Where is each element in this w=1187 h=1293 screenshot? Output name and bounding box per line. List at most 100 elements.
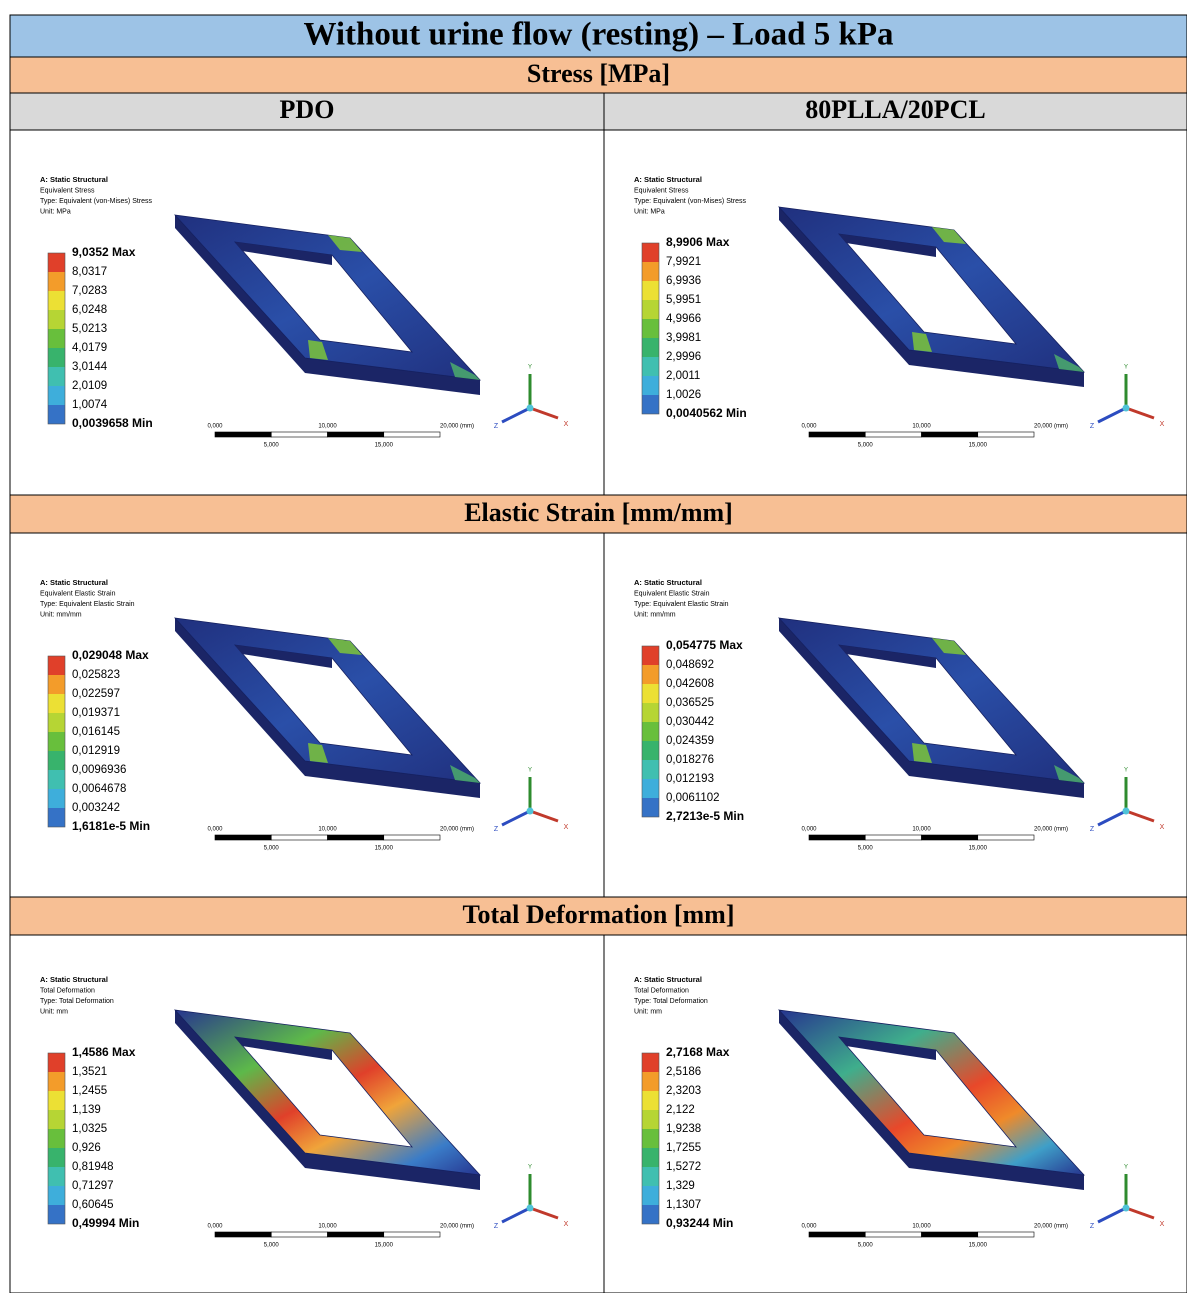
scale-bar-segment	[328, 1232, 384, 1237]
scale-label: 15,000	[375, 846, 394, 852]
legend-label: 2,9996	[666, 351, 701, 363]
scale-label: 20,000 (mm)	[440, 1224, 474, 1230]
scale-bar-segment	[922, 432, 978, 437]
legend-swatch	[642, 741, 659, 760]
scale-label: 0,000	[207, 827, 223, 833]
scale-bar-segment	[328, 835, 384, 840]
section-heading: Stress [MPa]	[527, 59, 670, 88]
legend-label: 6,0248	[72, 304, 107, 316]
scale-label: 20,000 (mm)	[1034, 1224, 1068, 1230]
axis-origin	[527, 1205, 534, 1212]
panel-header-line: Unit: mm/mm	[634, 611, 676, 618]
legend-label: 0,93244 Min	[666, 1216, 733, 1230]
legend-label: 0,0061102	[666, 792, 720, 804]
scale-label: 10,000	[912, 424, 931, 430]
legend-label: 0,018276	[666, 754, 714, 766]
legend-swatch	[48, 1205, 65, 1224]
axis-label: Z	[494, 423, 499, 430]
legend-label: 7,0283	[72, 285, 107, 297]
scale-label: 0,000	[207, 1224, 223, 1230]
legend-label: 3,9981	[666, 332, 701, 344]
legend-label: 2,0109	[72, 380, 107, 392]
legend-label: 9,0352 Max	[72, 245, 136, 259]
scale-bar-segment	[978, 432, 1034, 437]
scale-label: 5,000	[264, 846, 280, 852]
panel-header-line: Type: Equivalent (von-Mises) Stress	[40, 198, 153, 205]
legend-swatch	[642, 1072, 659, 1091]
legend-swatch	[48, 1110, 65, 1129]
panel-header-line: Unit: MPa	[40, 208, 71, 215]
panel-header-line: A: Static Structural	[40, 175, 108, 184]
legend-label: 4,9966	[666, 313, 701, 325]
legend-swatch	[642, 646, 659, 665]
legend-swatch	[48, 329, 65, 348]
legend-label: 0,012919	[72, 745, 120, 757]
axis-label: Y	[528, 1165, 532, 1171]
axis-origin	[527, 808, 534, 815]
scale-bar-segment	[978, 1232, 1034, 1237]
legend-swatch	[642, 798, 659, 817]
legend-label: 0,042608	[666, 678, 714, 690]
scale-bar-segment	[922, 1232, 978, 1237]
axis-label: Z	[1090, 1223, 1095, 1230]
panel-header-line: Equivalent Stress	[634, 187, 689, 194]
legend-label: 1,0074	[72, 399, 108, 411]
legend-swatch	[48, 310, 65, 329]
scale-label: 0,000	[801, 1224, 817, 1230]
legend-label: 0,030442	[666, 716, 714, 728]
legend-swatch	[642, 1091, 659, 1110]
legend-label: 1,9238	[666, 1123, 701, 1135]
legend-swatch	[642, 281, 659, 300]
axis-label: X	[1160, 1221, 1165, 1228]
scale-bar-segment	[271, 835, 327, 840]
scale-label: 20,000 (mm)	[1034, 424, 1068, 430]
scale-bar-segment	[328, 432, 384, 437]
legend-swatch	[642, 300, 659, 319]
scale-bar-segment	[922, 835, 978, 840]
axis-label: X	[564, 824, 569, 831]
legend-label: 0,054775 Max	[666, 638, 743, 652]
axis-origin	[527, 405, 534, 412]
legend-swatch	[642, 760, 659, 779]
legend-swatch	[48, 1129, 65, 1148]
legend-label: 0,0039658 Min	[72, 416, 153, 430]
axis-label: Y	[528, 365, 532, 371]
table-title: Without urine flow (resting) – Load 5 kP…	[303, 17, 893, 53]
legend-swatch	[642, 262, 659, 281]
legend-label: 1,139	[72, 1104, 101, 1116]
scale-bar-segment	[384, 1232, 440, 1237]
legend-label: 1,6181e-5 Min	[72, 819, 150, 833]
scale-label: 15,000	[969, 846, 988, 852]
scale-bar-segment	[271, 1232, 327, 1237]
legend-label: 7,9921	[666, 256, 701, 268]
result-panel: A: Static StructuralEquivalent StressTyp…	[604, 130, 1187, 495]
scale-label: 10,000	[318, 1224, 337, 1230]
scale-bar-segment	[809, 835, 865, 840]
legend-swatch	[48, 386, 65, 405]
legend-label: 0,036525	[666, 697, 714, 709]
legend-swatch	[642, 1129, 659, 1148]
legend-swatch	[642, 722, 659, 741]
legend-label: 1,4586 Max	[72, 1045, 136, 1059]
legend-label: 1,329	[666, 1180, 695, 1192]
axis-label: X	[1160, 421, 1165, 428]
axis-label: Y	[1124, 1165, 1128, 1171]
panel-header-line: A: Static Structural	[634, 975, 702, 984]
result-panel: A: Static StructuralEquivalent Elastic S…	[604, 533, 1187, 897]
scale-label: 15,000	[375, 443, 394, 449]
scale-bar-segment	[271, 432, 327, 437]
axis-label: Z	[1090, 826, 1095, 833]
legend-swatch	[48, 348, 65, 367]
legend-swatch	[48, 656, 65, 675]
section-heading: Total Deformation [mm]	[463, 900, 735, 929]
result-panel: A: Static StructuralTotal DeformationTyp…	[604, 935, 1187, 1293]
legend-label: 5,0213	[72, 323, 107, 335]
legend-swatch	[48, 732, 65, 751]
scale-label: 5,000	[858, 1243, 874, 1249]
scale-bar-segment	[809, 1232, 865, 1237]
scale-bar-segment	[809, 432, 865, 437]
legend-label: 1,0325	[72, 1123, 107, 1135]
scale-bar-segment	[978, 835, 1034, 840]
legend-swatch	[48, 253, 65, 272]
